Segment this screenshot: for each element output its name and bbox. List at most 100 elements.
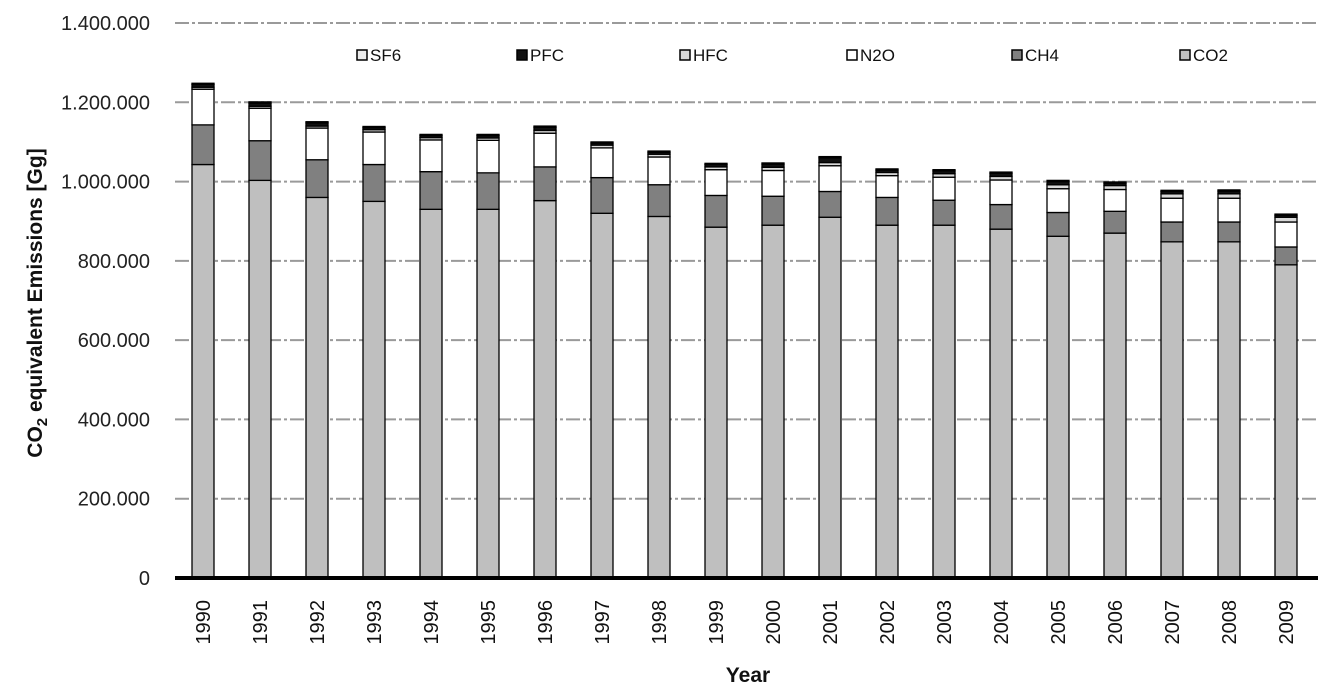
legend-item-ch4: CH4 <box>1011 46 1059 65</box>
bar-segment-co2 <box>1160 241 1184 579</box>
bar-segment-co2 <box>419 208 443 579</box>
bar-segment-sf6 <box>704 162 728 166</box>
bar-stack-1991 <box>248 101 272 579</box>
bar-segment-co2 <box>533 199 557 579</box>
bar-segment-sf6 <box>191 82 215 86</box>
bar-segment-n2o <box>704 169 728 197</box>
y-tick-label: 600.000 <box>78 330 150 352</box>
bar-segment-co2 <box>362 200 386 579</box>
bar-stack-2008 <box>1217 189 1241 579</box>
bar-stack-1992 <box>305 121 329 579</box>
y-tick-label: 1.200.000 <box>61 92 150 114</box>
bar-segment-n2o <box>476 139 500 174</box>
bar-segment-sf6 <box>533 125 557 128</box>
legend-swatch <box>1179 49 1191 61</box>
bar-segment-co2 <box>875 224 899 579</box>
x-tick-label: 1995 <box>478 600 500 645</box>
legend-label: SF6 <box>370 46 401 65</box>
y-tick-label: 1.400.000 <box>61 13 150 35</box>
y-tick-label: 0 <box>139 568 150 590</box>
bar-segment-co2 <box>305 196 329 579</box>
x-axis-title: Year <box>726 664 770 687</box>
bar-segment-n2o <box>1274 221 1298 248</box>
legend-item-n2o: N2O <box>846 46 895 65</box>
y-tick-label: 800.000 <box>78 251 150 273</box>
bar-segment-ch4 <box>761 195 785 226</box>
bar-segment-n2o <box>875 174 899 199</box>
bar-stack-2004 <box>989 171 1013 579</box>
bar-segment-co2 <box>1046 235 1070 579</box>
bar-segment-sf6 <box>875 168 899 171</box>
x-tick-label: 2000 <box>763 600 785 645</box>
legend-label: CH4 <box>1025 46 1059 65</box>
bar-segment-co2 <box>476 208 500 579</box>
bar-segment-n2o <box>305 127 329 161</box>
legend-swatch <box>356 49 368 61</box>
legend-item-hfc: HFC <box>679 46 728 65</box>
bar-stack-1995 <box>476 133 500 579</box>
bar-segment-ch4 <box>1274 246 1298 266</box>
bar-segment-co2 <box>761 224 785 579</box>
x-tick-label: 1994 <box>421 600 443 645</box>
bar-segment-ch4 <box>419 171 443 210</box>
x-tick-label: 1997 <box>592 600 614 645</box>
bar-segment-ch4 <box>476 172 500 210</box>
bar-segment-hfc <box>1274 216 1298 223</box>
bar-segment-co2 <box>704 226 728 579</box>
x-tick-label: 1998 <box>649 600 671 645</box>
bar-segment-sf6 <box>590 141 614 144</box>
bar-segment-n2o <box>590 147 614 179</box>
legend-item-pfc: PFC <box>516 46 564 65</box>
bar-segment-sf6 <box>1103 181 1127 184</box>
y-tick-label: 400.000 <box>78 409 150 431</box>
bar-segment-ch4 <box>362 163 386 203</box>
bar-segment-n2o <box>818 165 842 193</box>
bar-stack-2000 <box>761 162 785 579</box>
bar-segment-ch4 <box>704 194 728 228</box>
bar-segment-ch4 <box>191 124 215 166</box>
legend-swatch <box>846 49 858 61</box>
legend-label: CO2 <box>1193 46 1228 65</box>
gridlines <box>175 22 1318 500</box>
bar-stack-2002 <box>875 168 899 579</box>
bar-segment-ch4 <box>647 184 671 218</box>
x-tick-label: 2001 <box>820 600 842 645</box>
bar-segment-sf6 <box>1160 189 1184 193</box>
legend-label: N2O <box>860 46 895 65</box>
y-tick-label: 1.000.000 <box>61 172 150 194</box>
bar-segment-n2o <box>248 107 272 142</box>
x-tick-label: 2008 <box>1219 600 1241 645</box>
x-tick-label: 2006 <box>1105 600 1127 645</box>
bar-segment-ch4 <box>1217 221 1241 243</box>
bar-segment-sf6 <box>476 133 500 137</box>
bar-segment-ch4 <box>1160 221 1184 243</box>
legend: SF6 PFC HFC N2O CH4 CO2 <box>356 46 1228 65</box>
x-tick-label: 1991 <box>250 600 272 645</box>
bar-segment-co2 <box>1274 264 1298 579</box>
legend-swatch <box>516 49 528 61</box>
legend-swatch <box>679 49 691 61</box>
legend-item-co2: CO2 <box>1179 46 1228 65</box>
bar-segment-sf6 <box>647 150 671 153</box>
x-tick-label: 2004 <box>991 600 1013 645</box>
bar-segment-co2 <box>989 228 1013 579</box>
x-tick-label: 1993 <box>364 600 386 645</box>
y-axis-title: CO2 equivalent Emissions [Gg] <box>24 148 51 457</box>
bar-stack-1996 <box>533 125 557 579</box>
legend-swatch <box>1011 49 1023 61</box>
bar-segment-pfc <box>818 157 842 164</box>
legend-item-sf6: SF6 <box>356 46 401 65</box>
bar-segment-sf6 <box>761 162 785 165</box>
bar-segment-n2o <box>761 169 785 197</box>
bar-stack-2007 <box>1160 189 1184 579</box>
y-tick-label: 200.000 <box>78 489 150 511</box>
x-tick-label: 1992 <box>307 600 329 645</box>
x-tick-label: 1990 <box>193 600 215 645</box>
bar-segment-sf6 <box>1217 189 1241 192</box>
legend-label: PFC <box>530 46 564 65</box>
bar-segment-sf6 <box>818 155 842 159</box>
bar-segment-co2 <box>1103 232 1127 579</box>
bar-segment-sf6 <box>248 101 272 104</box>
bar-segment-sf6 <box>989 171 1013 174</box>
